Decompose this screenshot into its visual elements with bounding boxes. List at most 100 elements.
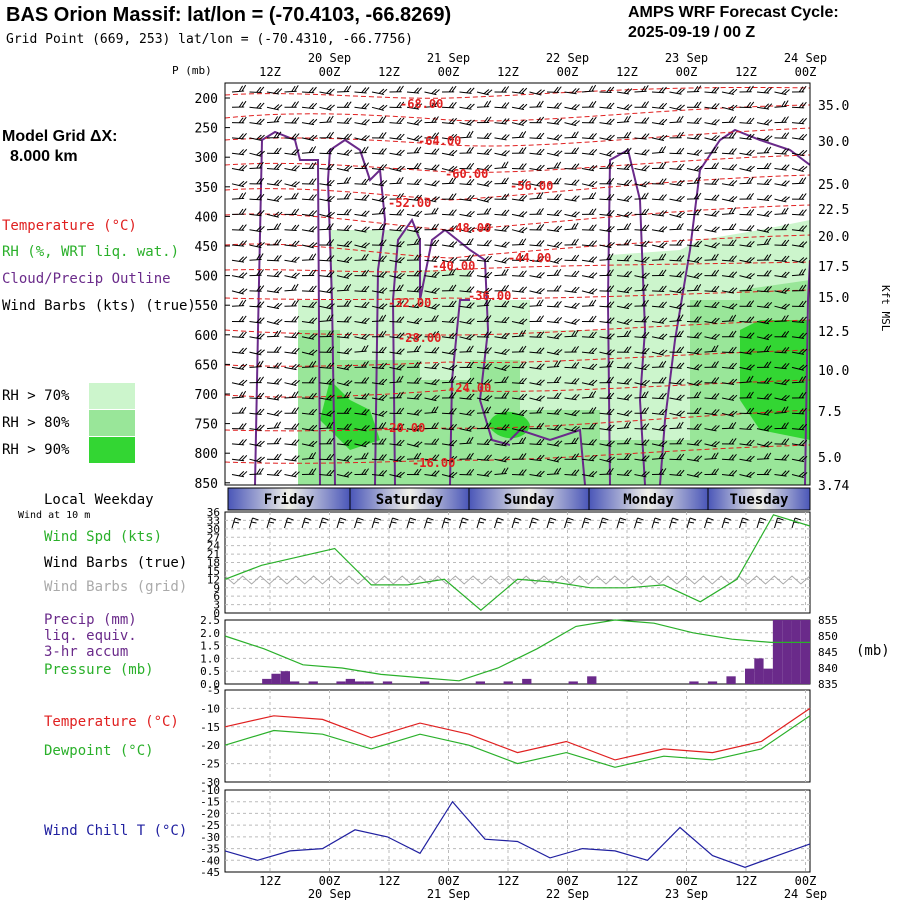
wind-barb bbox=[476, 148, 493, 155]
wind-barb-shape bbox=[739, 407, 755, 415]
wind-barb-shape bbox=[389, 375, 404, 384]
wind-barb-shape bbox=[284, 181, 300, 188]
wind-barb bbox=[266, 394, 283, 401]
wind-barb-shape bbox=[686, 224, 702, 232]
bottom-hour-label: 12Z bbox=[378, 874, 400, 888]
wind-barb-shape bbox=[616, 378, 633, 385]
wind-barb bbox=[266, 195, 283, 202]
wind-barb-shape bbox=[354, 242, 370, 249]
wind-barb-shape bbox=[476, 196, 493, 203]
wind-barb bbox=[441, 348, 458, 355]
wind-barb bbox=[301, 333, 318, 340]
panel-y-tick: 9 bbox=[213, 582, 220, 595]
wind-barb bbox=[389, 423, 405, 431]
wind-barb bbox=[441, 268, 457, 277]
wind-barb bbox=[546, 150, 563, 157]
wind-barb-shape bbox=[441, 332, 458, 339]
wind-barb-shape bbox=[476, 315, 492, 322]
wind-barb-shape bbox=[756, 226, 773, 233]
wind-barb bbox=[511, 211, 528, 218]
panel-y-tick: 30 bbox=[207, 523, 220, 536]
wind-barb-shape bbox=[406, 409, 423, 416]
wind-barb-shape bbox=[599, 134, 615, 141]
wind-barb bbox=[686, 316, 702, 323]
wind-barb-shape bbox=[599, 424, 615, 431]
wind-barb bbox=[494, 316, 510, 324]
temp-contour-label: -40.00 bbox=[432, 259, 475, 273]
rh90-label: RH > 90% bbox=[2, 442, 70, 458]
surface-barb bbox=[739, 517, 749, 529]
wind-barb-shape bbox=[424, 132, 440, 139]
wind-barb bbox=[686, 272, 703, 279]
panel-y-tick: -30 bbox=[200, 831, 220, 844]
wind-barb bbox=[319, 211, 335, 218]
top-hour-label: 00Z bbox=[795, 65, 817, 79]
wind-barb-shape bbox=[336, 85, 352, 93]
wind-barb-shape bbox=[721, 255, 737, 262]
wind-barb-shape bbox=[791, 300, 807, 308]
wind-barb bbox=[669, 437, 684, 445]
wind-barb-shape bbox=[599, 301, 615, 308]
precip-bar bbox=[382, 681, 393, 684]
wind-barb bbox=[371, 223, 387, 231]
wind-barb-shape bbox=[529, 454, 545, 462]
top-hour-label: 00Z bbox=[438, 65, 460, 79]
wind-barb bbox=[739, 208, 755, 216]
wind-barb bbox=[284, 272, 300, 279]
wind-barb bbox=[336, 423, 352, 430]
wind-barb-shape bbox=[389, 208, 405, 216]
wind-barb bbox=[704, 409, 720, 416]
wind-barb bbox=[319, 287, 335, 294]
precip-bar bbox=[745, 668, 755, 684]
wind-barb bbox=[284, 224, 300, 231]
rh-legend: RH (%, WRT liq. wat.) bbox=[2, 244, 180, 260]
wind-barb-shape bbox=[599, 86, 615, 94]
wind-barb bbox=[476, 363, 493, 370]
wind-barb-shape bbox=[599, 317, 615, 324]
wind-barb-shape bbox=[406, 361, 422, 368]
wind-barb bbox=[669, 421, 684, 430]
weekday-label: Friday bbox=[264, 492, 315, 508]
wind-barb-shape bbox=[774, 362, 790, 370]
wind-barb-shape bbox=[669, 271, 685, 278]
wind-barb bbox=[354, 468, 369, 475]
wind-barb-shape bbox=[651, 210, 668, 217]
wind-barb-shape bbox=[686, 192, 702, 200]
wind-barb-shape bbox=[249, 118, 265, 125]
wind-barb-shape bbox=[406, 103, 423, 110]
wind-barb bbox=[791, 193, 807, 200]
wind-barb bbox=[301, 424, 318, 432]
wind-barb bbox=[336, 192, 352, 200]
wind-barb bbox=[494, 225, 510, 232]
wind-barb-shape bbox=[231, 84, 247, 93]
wind-barb-shape bbox=[494, 364, 510, 371]
wind-barb-shape bbox=[494, 467, 509, 475]
wind-barb bbox=[546, 257, 563, 264]
wind-barb bbox=[336, 101, 352, 108]
wind-barb-shape bbox=[511, 179, 528, 186]
wind-barb-shape bbox=[301, 408, 318, 416]
wind-barb bbox=[441, 455, 458, 463]
wind-barb-shape bbox=[581, 240, 598, 247]
wind-barb-shape bbox=[546, 456, 563, 463]
wind-barb bbox=[669, 410, 685, 417]
wind-barb bbox=[231, 438, 247, 446]
wind-barb-shape bbox=[354, 226, 370, 233]
wind-barb-shape bbox=[301, 86, 317, 94]
wind-barb-shape bbox=[406, 178, 422, 186]
wind-barb-shape bbox=[704, 301, 720, 309]
wind-barb-shape bbox=[476, 287, 493, 295]
wind-barb bbox=[459, 436, 474, 445]
wind-barb-shape bbox=[389, 272, 405, 280]
wind-barb bbox=[739, 165, 755, 172]
wind-barb bbox=[546, 193, 562, 201]
wind-barb bbox=[354, 425, 370, 432]
wind-barb-shape bbox=[284, 363, 300, 371]
wind-barb-shape bbox=[354, 210, 370, 217]
wind-barb-shape bbox=[529, 272, 545, 279]
wind-barb bbox=[721, 255, 737, 262]
wind-barb-shape bbox=[791, 133, 808, 141]
wind-barb-shape bbox=[529, 422, 545, 430]
wind-barb-shape bbox=[336, 332, 353, 339]
wind-barb bbox=[581, 240, 598, 247]
